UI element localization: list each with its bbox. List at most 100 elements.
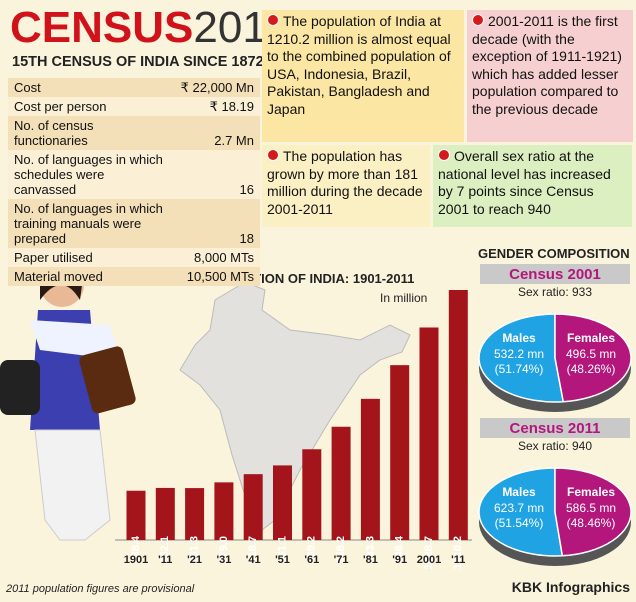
x-tick-label: '21 [187, 554, 202, 566]
value-label: 318.7 [247, 536, 259, 564]
subtitle: 15TH CENSUS OF INDIA SINCE 1872 [12, 54, 264, 70]
note-box: The population of India at 1210.2 millio… [262, 10, 464, 142]
bar [360, 398, 380, 540]
bar [302, 449, 322, 540]
unit-label: In million [380, 291, 427, 305]
row-value: 18 [239, 231, 254, 246]
slice-label: Males [502, 331, 536, 345]
slice-percent: (48.26%) [567, 362, 616, 376]
row-label: Cost [14, 80, 41, 95]
pie-subtitle: Sex ratio: 933 [518, 285, 592, 299]
note-text: Overall sex ratio at the national level … [438, 148, 611, 217]
bar [390, 365, 410, 540]
row-value: 10,500 MTs [186, 269, 254, 284]
value-label: 238.4 [130, 535, 142, 563]
slice-label: Males [502, 485, 536, 499]
row-value: 16 [239, 182, 254, 197]
pie-title-band [480, 264, 630, 284]
note-text: 2001-2011 is the first decade (with the … [472, 13, 622, 117]
slice-percent: (51.54%) [495, 516, 544, 530]
table-row: Cost ₹ 22,000 Mn [8, 78, 260, 97]
slice-amount: 496.5 mn [566, 347, 616, 361]
value-label: 1210.2 [452, 536, 464, 570]
pie-subtitle: Sex ratio: 940 [518, 439, 592, 453]
pie-slice [478, 313, 565, 403]
value-label: 846.4 [394, 535, 406, 563]
bar [185, 488, 205, 540]
note-text: The population has grown by more than 18… [267, 148, 423, 217]
row-label: No. of languages in which training manua… [14, 201, 163, 246]
value-label: 1028.7 [423, 536, 435, 570]
pie-slice [554, 467, 632, 557]
x-tick-label: '81 [363, 554, 378, 566]
bar [243, 474, 263, 540]
table-row: No. of languages in which schedules were… [8, 150, 260, 199]
note-box: 2001-2011 is the first decade (with the … [467, 10, 633, 142]
x-tick-label: '51 [275, 554, 290, 566]
slice-amount: 623.7 mn [494, 501, 544, 515]
x-tick-label: 1901 [124, 554, 148, 566]
row-value: ₹ 18.19 [209, 99, 254, 114]
value-label: 252.1 [159, 536, 171, 564]
x-tick-label: '71 [334, 554, 349, 566]
row-label: No. of census functionaries [14, 118, 94, 148]
slice-label: Females [567, 485, 615, 499]
figure [0, 257, 136, 541]
table-row: No. of census functionaries 2.7 Mn [8, 116, 260, 150]
value-label: 361.1 [276, 536, 288, 564]
x-tick-label: '61 [304, 554, 319, 566]
row-value: 8,000 MTs [194, 250, 254, 265]
table-row: Paper utilised 8,000 MTs [8, 248, 260, 267]
x-tick-label: '11 [158, 554, 172, 566]
title-main: CENSUS [10, 3, 194, 52]
footer-credit: KBK Infographics [512, 579, 630, 595]
x-tick-label: '11 [451, 554, 465, 566]
x-tick-label: '41 [246, 554, 261, 566]
bar [155, 487, 175, 540]
table-row: Material moved 10,500 MTs [8, 267, 260, 286]
value-label: 683.3 [364, 536, 376, 564]
pie-title: Census 2001 [509, 266, 601, 283]
row-label: Material moved [14, 269, 103, 284]
value-label: 279.0 [218, 536, 230, 564]
slice-percent: (48.46%) [567, 516, 616, 530]
pie-slice [554, 313, 632, 403]
row-label: Paper utilised [14, 250, 93, 265]
table-row: No. of languages in which training manua… [8, 199, 260, 248]
slice-label: Females [567, 331, 615, 345]
row-label: Cost per person [14, 99, 107, 114]
bullet [472, 14, 484, 26]
bullet [267, 14, 279, 26]
row-label: No. of languages in which schedules were… [14, 152, 163, 197]
value-label: 251.3 [189, 536, 201, 564]
note-box: The population has grown by more than 18… [262, 145, 430, 227]
facts-table: Cost ₹ 22,000 Mn Cost per person ₹ 18.19 No.… [8, 78, 260, 286]
slice-amount: 586.5 mn [566, 501, 616, 515]
slice-amount: 532.2 mn [494, 347, 544, 361]
pie-slice [478, 467, 564, 557]
x-tick-label: 2001 [417, 554, 441, 566]
bar [448, 290, 468, 540]
title: CENSUS2011 [10, 2, 288, 54]
bar [214, 482, 234, 540]
x-tick-label: '31 [216, 554, 231, 566]
slice-percent: (51.74%) [495, 362, 544, 376]
note-box: Overall sex ratio at the national level … [433, 145, 632, 227]
section-title: GENDER COMPOSITION [478, 246, 630, 261]
table-row: Cost per person ₹ 18.19 [8, 97, 260, 116]
pie-title-band [480, 418, 630, 438]
bar [273, 465, 292, 540]
bar [126, 490, 146, 540]
pie-title: Census 2011 [510, 420, 601, 437]
bullet [438, 149, 450, 161]
value-label: 439.2 [306, 536, 318, 564]
bullet [267, 149, 279, 161]
note-text: The population of India at 1210.2 millio… [267, 13, 451, 117]
bar [419, 327, 439, 540]
india-map [179, 281, 411, 531]
row-value: 2.7 Mn [214, 133, 254, 148]
chart-title: POPULATION OF INDIA: 1901-2011 [200, 271, 414, 286]
footer-note: 2011 population figures are provisional [5, 583, 195, 595]
